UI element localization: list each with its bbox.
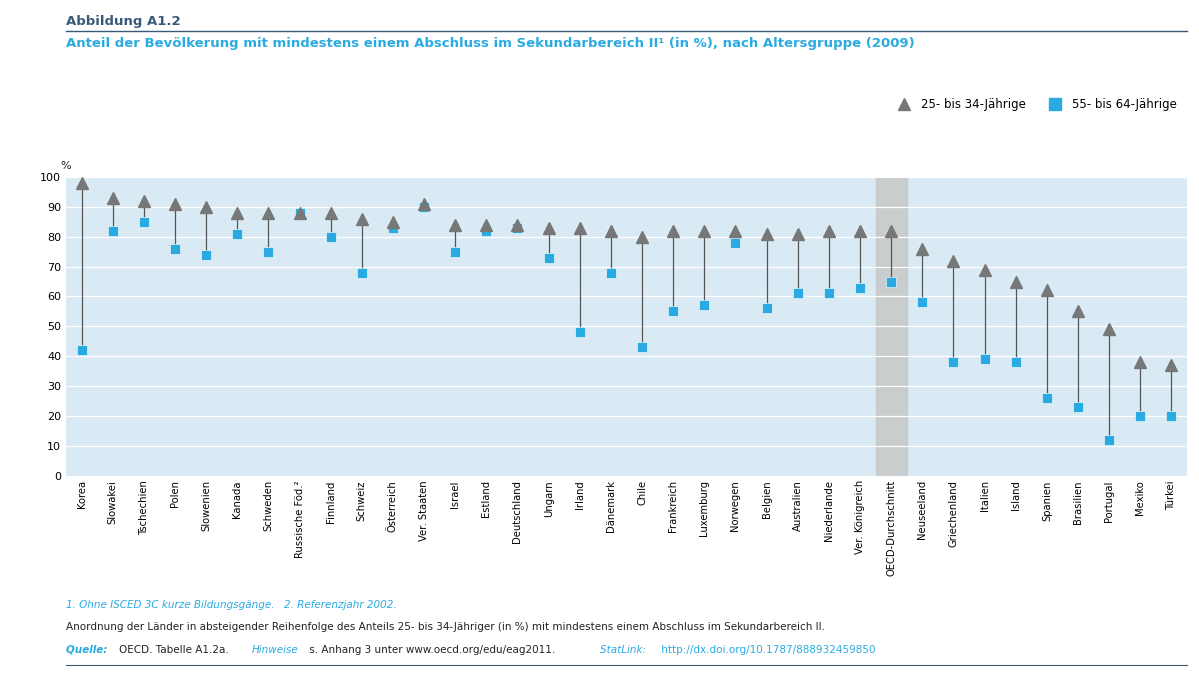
- Text: s. Anhang 3 unter www.oecd.org/edu/eag2011.: s. Anhang 3 unter www.oecd.org/edu/eag20…: [306, 645, 565, 655]
- Text: Anteil der Bevölkerung mit mindestens einem Abschluss im Sekundarbereich II¹ (in: Anteil der Bevölkerung mit mindestens ei…: [66, 37, 915, 50]
- Text: Quelle:: Quelle:: [66, 645, 112, 655]
- Text: Hinweise: Hinweise: [252, 645, 299, 655]
- Text: StatLink:: StatLink:: [600, 645, 649, 655]
- Text: %: %: [61, 160, 71, 171]
- Text: 2. Referenzjahr 2002.: 2. Referenzjahr 2002.: [284, 600, 397, 610]
- Text: OECD. Tabelle A1.2a.: OECD. Tabelle A1.2a.: [119, 645, 239, 655]
- Text: http://dx.doi.org/10.1787/888932459850: http://dx.doi.org/10.1787/888932459850: [658, 645, 875, 655]
- Bar: [875, 177, 906, 476]
- Text: Anordnung der Länder in absteigender Reihenfolge des Anteils 25- bis 34-Jähriger: Anordnung der Länder in absteigender Rei…: [66, 622, 825, 632]
- Text: Abbildung A1.2: Abbildung A1.2: [66, 15, 181, 28]
- Text: 1. Ohne ISCED 3C kurze Bildungsgänge.: 1. Ohne ISCED 3C kurze Bildungsgänge.: [66, 600, 288, 610]
- Legend: 25- bis 34-Jährige, 55- bis 64-Jährige: 25- bis 34-Jährige, 55- bis 64-Jährige: [887, 93, 1181, 116]
